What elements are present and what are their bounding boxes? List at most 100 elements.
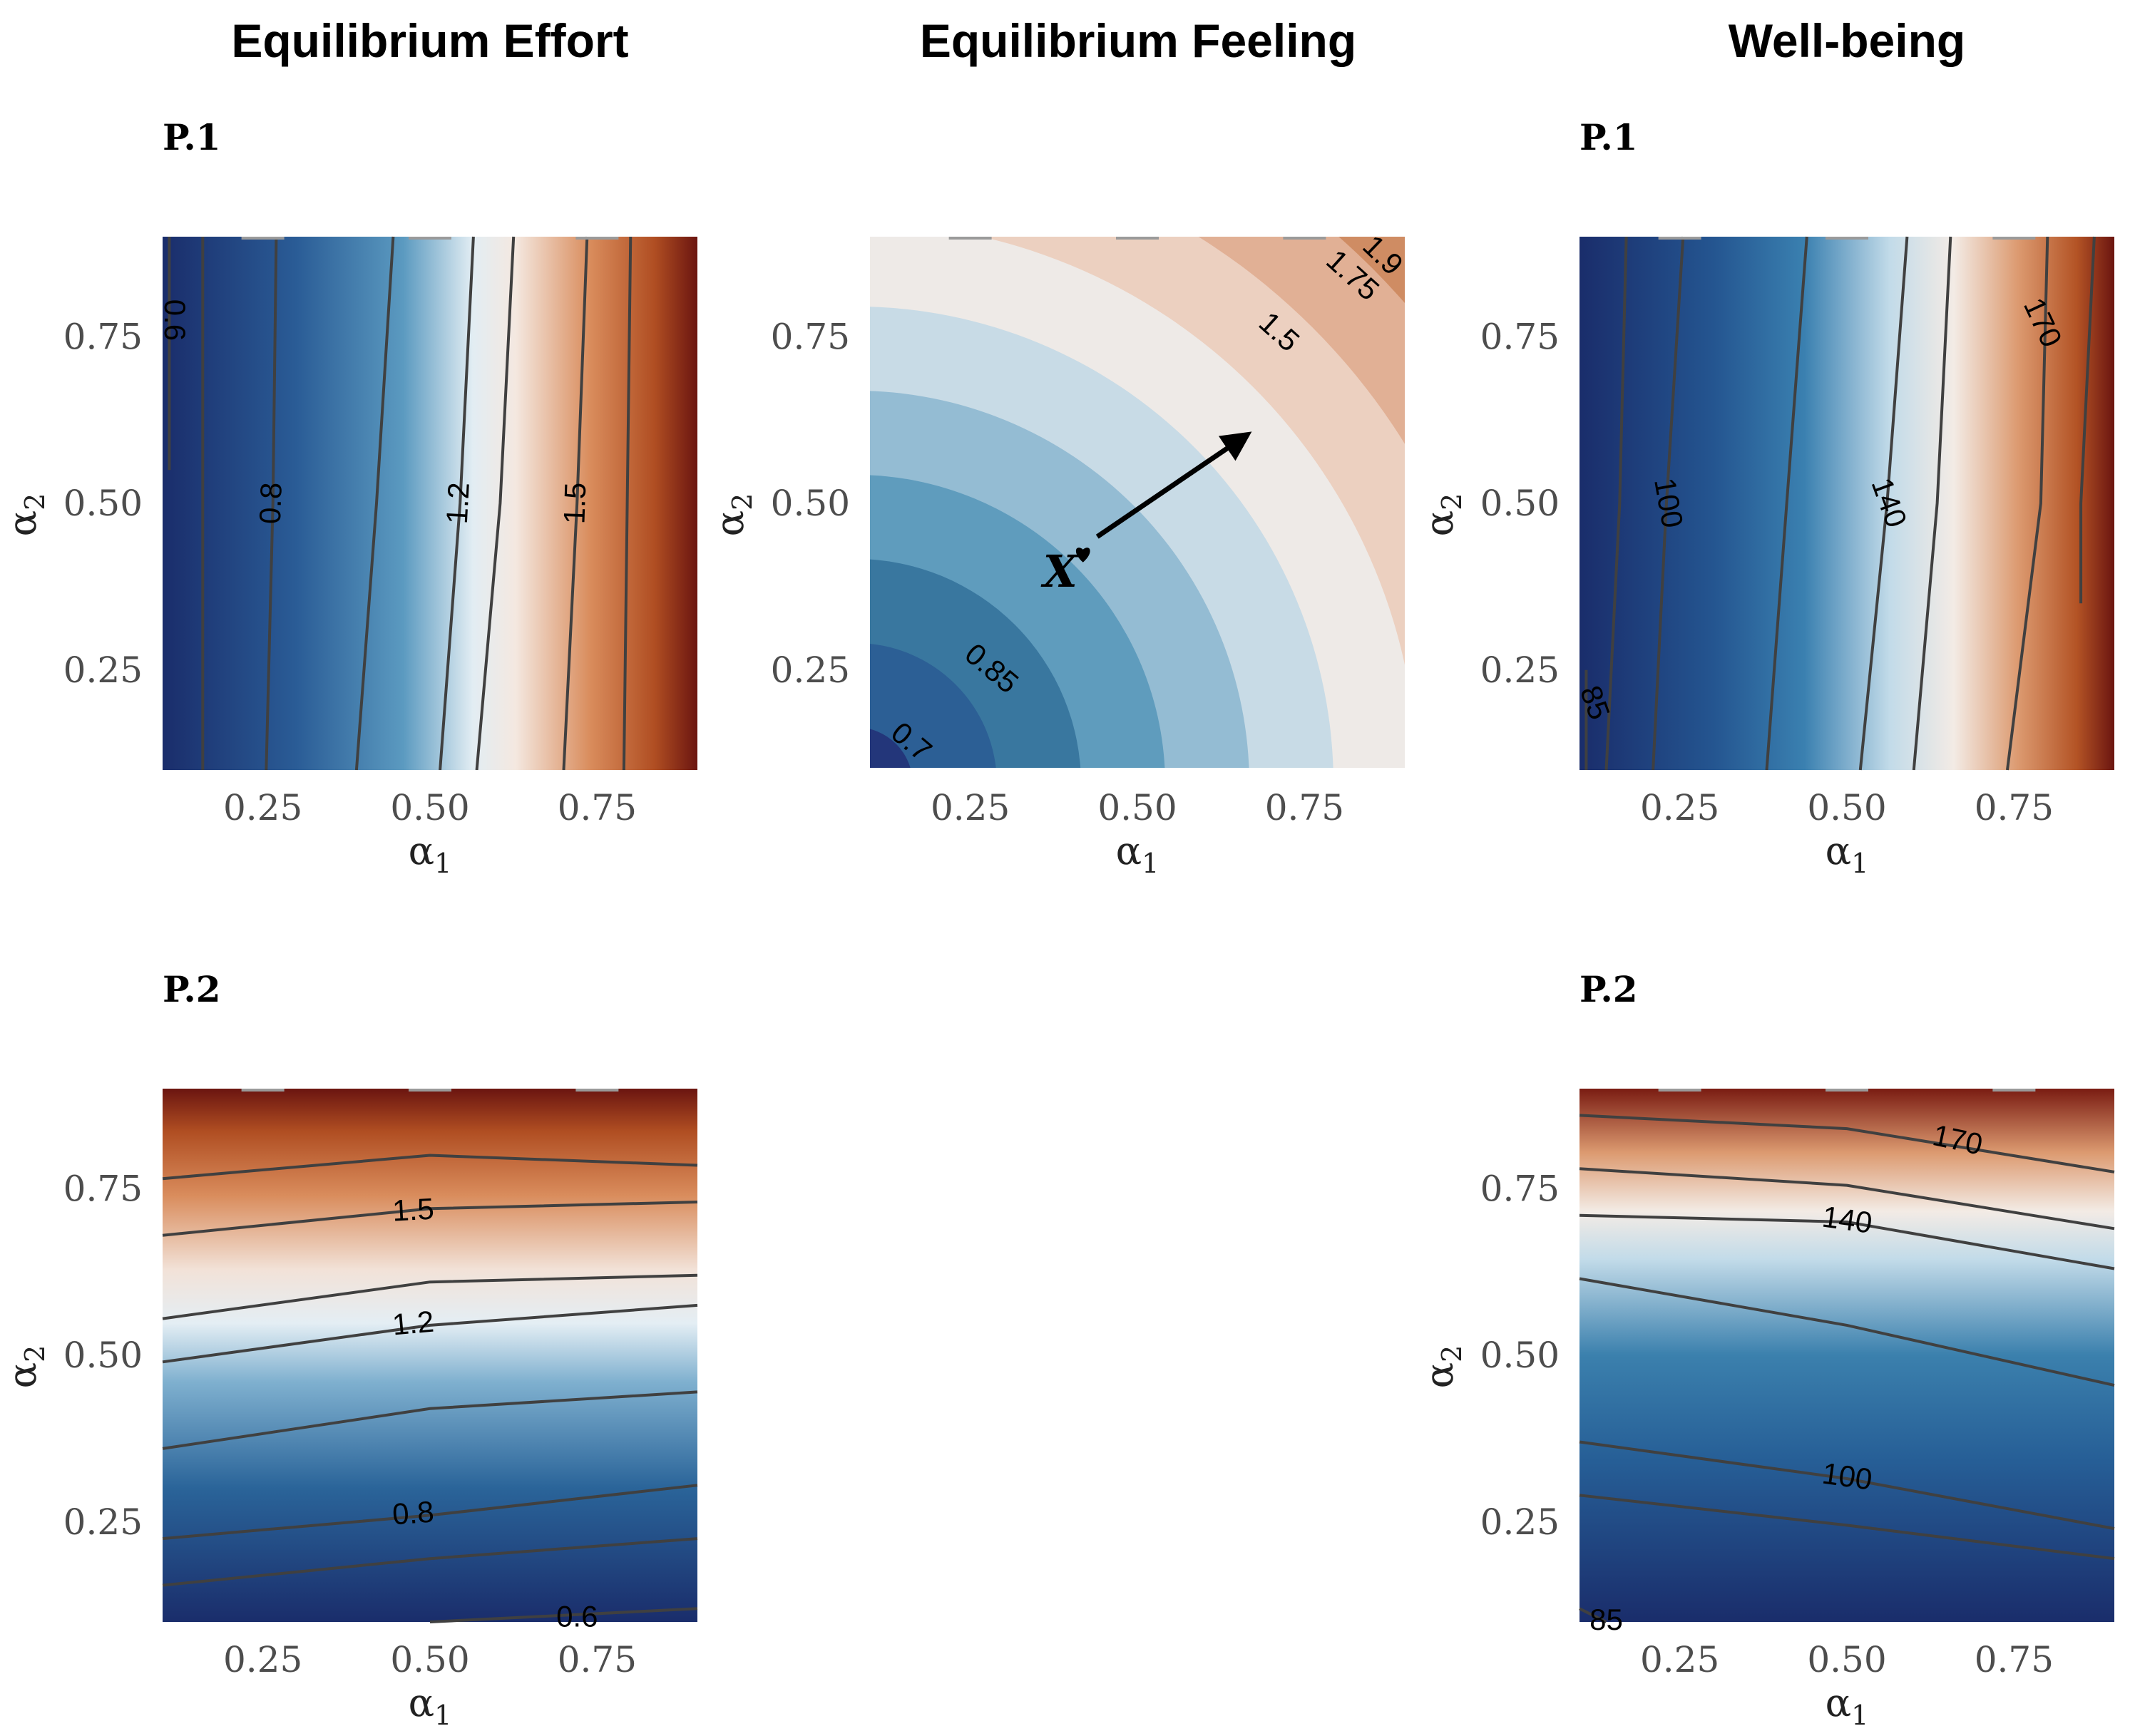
panel-label: P.2 bbox=[163, 968, 221, 1010]
feeling-band bbox=[870, 559, 1081, 768]
x-tick-label: 0.25 bbox=[1640, 1639, 1719, 1680]
y-tick-label: 0.75 bbox=[1480, 316, 1560, 357]
annotation-arrow bbox=[1095, 431, 1252, 539]
contour-line-140 bbox=[1858, 236, 1909, 771]
x-tick-label: 0.50 bbox=[390, 1639, 469, 1680]
x-tick-label: 0.25 bbox=[223, 787, 302, 828]
y-tick-label: 0.25 bbox=[1480, 649, 1560, 691]
heatmap-fill bbox=[1580, 237, 2114, 770]
contour-line-0.6 bbox=[429, 1607, 698, 1623]
heatmap-fill bbox=[163, 1089, 697, 1622]
contour-line-120 bbox=[1579, 1277, 2115, 1387]
feeling-bands bbox=[870, 237, 1405, 768]
contour-line-1.5 bbox=[562, 236, 589, 771]
contour-line-1.2 bbox=[439, 236, 475, 771]
contour-line-100 bbox=[1652, 236, 1685, 771]
contour-label-1.5: 1.5 bbox=[391, 1192, 435, 1228]
y-tick-label: 0.25 bbox=[1480, 1501, 1560, 1543]
contour-line-0.7 bbox=[162, 1537, 698, 1587]
col-title-feeling: Equilibrium Feeling bbox=[920, 14, 1356, 67]
contour-line-100 bbox=[1579, 1440, 2115, 1531]
y-tick-label: 0.50 bbox=[1480, 1335, 1560, 1376]
y-tick-label: 0.25 bbox=[63, 1501, 143, 1543]
x-tick-label: 0.50 bbox=[1807, 787, 1886, 828]
contour-line-0.8 bbox=[162, 1484, 698, 1541]
contour-line-1.0 bbox=[354, 236, 395, 771]
panel-effort-p1: P.1 0.6 0.8 1.2 1.5 0.25 0.50 0.75 0.25 0.50 0.75 α… bbox=[0, 116, 697, 879]
contour-line-1.7 bbox=[622, 236, 633, 771]
contour-label-85: 85 bbox=[1589, 1603, 1623, 1636]
x-axis-title: α1 bbox=[409, 1680, 452, 1731]
panel-feeling-p1: 0.70.851.51.751.9X0.25 0.50 0.750.250.500.… bbox=[707, 228, 1410, 879]
contour-line-0.8 bbox=[265, 236, 278, 771]
x-tick-label: 0.25 bbox=[223, 1639, 302, 1680]
y-tick-label: 0.75 bbox=[771, 316, 850, 357]
y-tick-label: 0.25 bbox=[771, 649, 850, 691]
y-axis-title: α2 bbox=[1417, 1345, 1468, 1389]
x-axis-title: α1 bbox=[409, 828, 452, 879]
y-tick-label: 0.50 bbox=[771, 483, 850, 524]
x-tick-label: 0.75 bbox=[1975, 787, 2054, 828]
contour-line-150 bbox=[1912, 236, 1952, 771]
y-tick-label: 0.50 bbox=[63, 483, 143, 524]
contour-label-0.6: 0.6 bbox=[158, 299, 192, 341]
y-tick-label: 0.25 bbox=[63, 649, 143, 691]
x-axis-title: α1 bbox=[1826, 828, 1869, 879]
panel-label: P.2 bbox=[1580, 968, 1638, 1010]
feeling-band bbox=[870, 644, 996, 768]
x-axis-title: α1 bbox=[1116, 828, 1159, 879]
contour-label-1.2: 1.2 bbox=[440, 481, 476, 525]
contour-line-1.0 bbox=[162, 1390, 698, 1450]
heatmap-fill bbox=[1580, 1089, 2114, 1622]
contour-line-1.3 bbox=[162, 1273, 698, 1320]
contour-line-1.5 bbox=[162, 1201, 698, 1237]
contour-label-0.8: 0.8 bbox=[253, 482, 288, 525]
heatmap-fill bbox=[163, 237, 697, 770]
contour-label-0.6: 0.6 bbox=[556, 1599, 598, 1633]
contour-line-180 bbox=[2079, 236, 2096, 604]
contour-label-100: 100 bbox=[1821, 1456, 1875, 1496]
x-tick-label: 0.50 bbox=[1097, 787, 1177, 828]
heart-marker bbox=[1075, 548, 1090, 563]
col-title-effort: Equilibrium Effort bbox=[231, 14, 628, 67]
x-tick-label: 0.25 bbox=[1640, 787, 1719, 828]
x-axis-title: α1 bbox=[1826, 1680, 1869, 1731]
x-tick-label: 0.75 bbox=[558, 787, 637, 828]
contour-line-170 bbox=[2006, 236, 2049, 771]
panel-label: P.1 bbox=[1580, 116, 1638, 158]
y-tick-label: 0.75 bbox=[63, 1168, 143, 1209]
y-axis-title: α2 bbox=[0, 1345, 51, 1389]
x-tick-label: 0.75 bbox=[1265, 787, 1344, 828]
x-tick-label: 0.50 bbox=[390, 787, 469, 828]
x-tick-label: 0.50 bbox=[1807, 1639, 1886, 1680]
contour-line-1.2 bbox=[162, 1303, 698, 1364]
panel-label: P.1 bbox=[163, 116, 221, 158]
y-axis-title: α2 bbox=[0, 493, 51, 537]
contour-label-140: 140 bbox=[1821, 1199, 1875, 1239]
x-tick-label: 0.75 bbox=[558, 1639, 637, 1680]
y-tick-label: 0.50 bbox=[63, 1335, 143, 1376]
contour-label-0.8: 0.8 bbox=[391, 1495, 436, 1531]
contour-label-1.5: 1.5 bbox=[557, 482, 592, 525]
contour-line-90 bbox=[1579, 1494, 2115, 1561]
y-tick-label: 0.75 bbox=[1480, 1168, 1560, 1209]
col-title-wellbeing: Well-being bbox=[1729, 14, 1965, 67]
panel-effort-p2: P.2 1.5 1.2 0.8 0.6 0.25 0.50 0.75 0.25 0.50 0.75 α… bbox=[0, 968, 698, 1731]
marker-label: X bbox=[1040, 545, 1080, 597]
contour-line-120 bbox=[1765, 236, 1808, 771]
y-tick-label: 0.75 bbox=[63, 316, 143, 357]
contour-line-1.3 bbox=[475, 236, 516, 771]
feeling-band bbox=[870, 729, 911, 768]
contour-label-1.2: 1.2 bbox=[391, 1305, 435, 1342]
y-axis-title: α2 bbox=[1417, 493, 1468, 537]
contour-line-1.7 bbox=[162, 1154, 698, 1181]
contour-line-140 bbox=[1579, 1213, 2115, 1270]
contour-line-150 bbox=[1579, 1167, 2115, 1231]
x-tick-label: 0.75 bbox=[1975, 1639, 2054, 1680]
y-tick-label: 0.50 bbox=[1480, 483, 1560, 524]
y-axis-title: α2 bbox=[707, 493, 758, 537]
contour-line-85 bbox=[1579, 1607, 1607, 1623]
